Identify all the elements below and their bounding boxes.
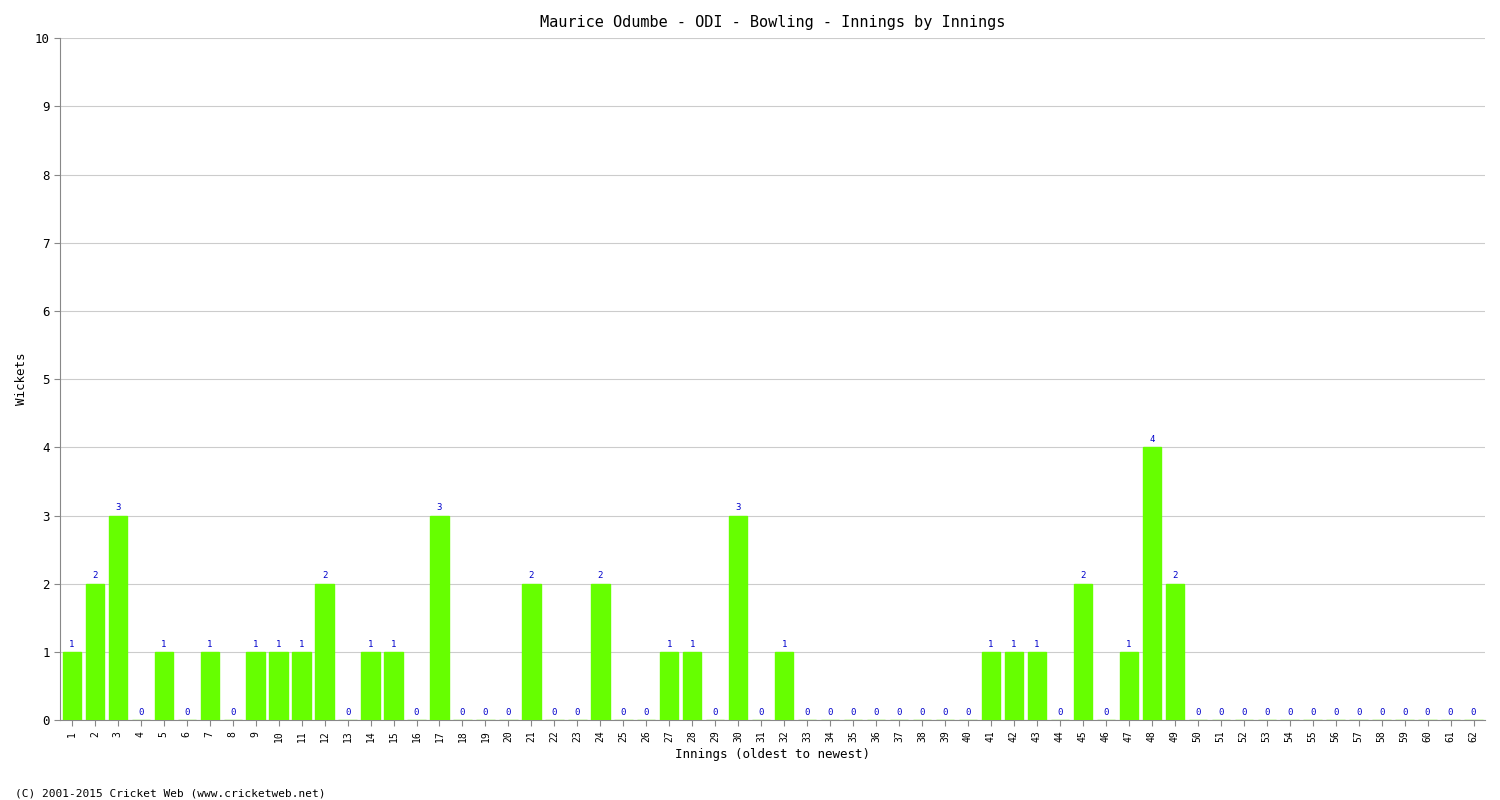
Text: 3: 3 <box>735 503 741 512</box>
Text: 0: 0 <box>1264 708 1269 717</box>
Text: 0: 0 <box>1058 708 1062 717</box>
Text: 0: 0 <box>759 708 764 717</box>
Bar <box>982 652 1000 720</box>
Text: 0: 0 <box>1240 708 1246 717</box>
Bar <box>729 516 747 720</box>
Text: 0: 0 <box>920 708 924 717</box>
Text: 0: 0 <box>850 708 856 717</box>
Text: 4: 4 <box>1149 435 1155 444</box>
Text: 1: 1 <box>276 640 282 649</box>
Bar <box>591 584 609 720</box>
Text: 0: 0 <box>1448 708 1454 717</box>
Text: 0: 0 <box>230 708 236 717</box>
Bar <box>362 652 380 720</box>
Text: 0: 0 <box>1310 708 1316 717</box>
Text: 0: 0 <box>1196 708 1200 717</box>
Text: 0: 0 <box>483 708 488 717</box>
Text: 0: 0 <box>966 708 970 717</box>
Text: 2: 2 <box>92 571 98 581</box>
Bar <box>246 652 266 720</box>
Text: 2: 2 <box>322 571 327 581</box>
Bar <box>430 516 448 720</box>
Bar <box>776 652 794 720</box>
Text: 0: 0 <box>1425 708 1430 717</box>
Text: 0: 0 <box>1102 708 1108 717</box>
Bar <box>682 652 702 720</box>
Bar <box>1028 652 1045 720</box>
Bar <box>1119 652 1138 720</box>
Text: 0: 0 <box>506 708 512 717</box>
Bar <box>315 584 334 720</box>
Text: 1: 1 <box>368 640 374 649</box>
X-axis label: Innings (oldest to newest): Innings (oldest to newest) <box>675 748 870 761</box>
Text: 0: 0 <box>804 708 810 717</box>
Text: 2: 2 <box>597 571 603 581</box>
Text: 1: 1 <box>1011 640 1017 649</box>
Bar <box>270 652 288 720</box>
Text: 1: 1 <box>298 640 304 649</box>
Text: 0: 0 <box>552 708 556 717</box>
Bar <box>660 652 678 720</box>
Text: 0: 0 <box>621 708 626 717</box>
Text: 3: 3 <box>116 503 120 512</box>
Text: 1: 1 <box>254 640 258 649</box>
Bar <box>1166 584 1184 720</box>
Text: 0: 0 <box>1287 708 1293 717</box>
Text: 0: 0 <box>184 708 189 717</box>
Text: 0: 0 <box>1378 708 1384 717</box>
Text: (C) 2001-2015 Cricket Web (www.cricketweb.net): (C) 2001-2015 Cricket Web (www.cricketwe… <box>15 788 326 798</box>
Text: 1: 1 <box>69 640 75 649</box>
Text: 0: 0 <box>138 708 144 717</box>
Text: 1: 1 <box>988 640 993 649</box>
Text: 1: 1 <box>666 640 672 649</box>
Text: 0: 0 <box>712 708 718 717</box>
Text: 0: 0 <box>873 708 879 717</box>
Text: 0: 0 <box>1402 708 1407 717</box>
Text: 2: 2 <box>528 571 534 581</box>
Text: 1: 1 <box>1126 640 1131 649</box>
Bar <box>384 652 402 720</box>
Text: 0: 0 <box>1334 708 1338 717</box>
Title: Maurice Odumbe - ODI - Bowling - Innings by Innings: Maurice Odumbe - ODI - Bowling - Innings… <box>540 15 1005 30</box>
Text: 0: 0 <box>828 708 833 717</box>
Bar <box>292 652 310 720</box>
Bar <box>154 652 172 720</box>
Text: 0: 0 <box>1218 708 1224 717</box>
Text: 0: 0 <box>942 708 948 717</box>
Text: 2: 2 <box>1172 571 1178 581</box>
Text: 1: 1 <box>1034 640 1040 649</box>
Bar <box>108 516 128 720</box>
Y-axis label: Wickets: Wickets <box>15 353 28 406</box>
Text: 0: 0 <box>574 708 580 717</box>
Text: 0: 0 <box>414 708 419 717</box>
Bar <box>1005 652 1023 720</box>
Bar <box>522 584 540 720</box>
Text: 0: 0 <box>460 708 465 717</box>
Bar <box>1074 584 1092 720</box>
Text: 0: 0 <box>1356 708 1362 717</box>
Bar <box>201 652 219 720</box>
Text: 1: 1 <box>160 640 166 649</box>
Text: 2: 2 <box>1080 571 1086 581</box>
Bar <box>86 584 104 720</box>
Bar <box>63 652 81 720</box>
Text: 1: 1 <box>392 640 396 649</box>
Text: 3: 3 <box>436 503 442 512</box>
Text: 1: 1 <box>207 640 213 649</box>
Text: 0: 0 <box>1472 708 1476 717</box>
Bar <box>1143 447 1161 720</box>
Text: 0: 0 <box>644 708 650 717</box>
Text: 1: 1 <box>690 640 694 649</box>
Text: 1: 1 <box>782 640 788 649</box>
Text: 0: 0 <box>345 708 351 717</box>
Text: 0: 0 <box>897 708 902 717</box>
